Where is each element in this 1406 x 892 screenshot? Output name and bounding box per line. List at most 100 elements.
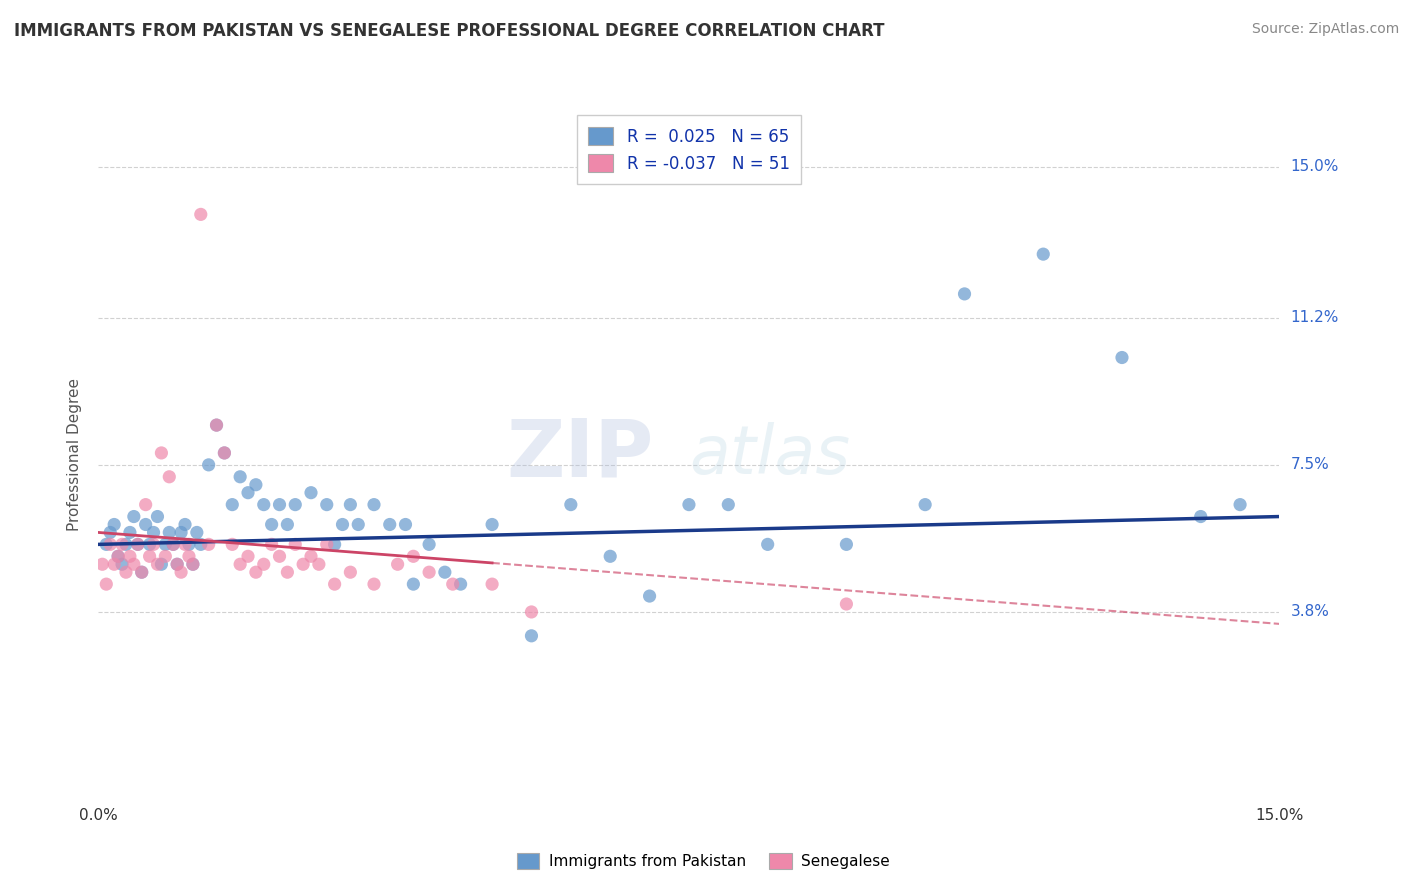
Text: Source: ZipAtlas.com: Source: ZipAtlas.com	[1251, 22, 1399, 37]
Point	[253, 498, 276, 512]
Point	[481, 577, 503, 591]
Point	[170, 565, 193, 579]
Point	[717, 498, 740, 512]
Point	[402, 577, 425, 591]
Point	[127, 537, 149, 551]
Point	[418, 537, 440, 551]
Point	[253, 558, 276, 572]
Point	[177, 537, 200, 551]
Text: 15.0%: 15.0%	[1291, 159, 1339, 174]
Point	[418, 565, 440, 579]
Point	[269, 498, 291, 512]
Point	[107, 549, 129, 564]
Point	[387, 558, 409, 572]
Point	[315, 537, 337, 551]
Point	[205, 418, 228, 433]
Point	[520, 629, 543, 643]
Point	[450, 577, 472, 591]
Point	[131, 565, 153, 579]
Point	[245, 565, 267, 579]
Point	[190, 207, 212, 221]
Point	[339, 565, 361, 579]
Point	[118, 549, 141, 564]
Point	[162, 537, 184, 551]
Point	[205, 418, 228, 433]
Point	[560, 498, 582, 512]
Point	[146, 558, 169, 572]
Point	[177, 549, 200, 564]
Point	[638, 589, 661, 603]
Point	[96, 577, 118, 591]
Point	[221, 537, 243, 551]
Point	[402, 549, 425, 564]
Point	[221, 498, 243, 512]
Text: 3.8%: 3.8%	[1291, 605, 1330, 619]
Point	[103, 517, 125, 532]
Point	[174, 517, 197, 532]
Point	[332, 517, 354, 532]
Point	[197, 537, 219, 551]
Point	[347, 517, 370, 532]
Point	[269, 549, 291, 564]
Text: 11.2%: 11.2%	[1291, 310, 1339, 326]
Point	[122, 558, 145, 572]
Point	[1229, 498, 1251, 512]
Point	[599, 549, 621, 564]
Point	[308, 558, 330, 572]
Text: atlas: atlas	[689, 422, 851, 488]
Point	[138, 537, 160, 551]
Point	[98, 525, 121, 540]
Legend: R =  0.025   N = 65, R = -0.037   N = 51: R = 0.025 N = 65, R = -0.037 N = 51	[576, 115, 801, 185]
Point	[363, 498, 385, 512]
Text: ZIP: ZIP	[506, 416, 654, 494]
Point	[155, 549, 177, 564]
Point	[339, 498, 361, 512]
Point	[96, 537, 118, 551]
Point	[157, 470, 180, 484]
Point	[170, 525, 193, 540]
Point	[157, 525, 180, 540]
Point	[229, 558, 252, 572]
Point	[323, 537, 346, 551]
Point	[91, 558, 114, 572]
Point	[190, 537, 212, 551]
Point	[118, 525, 141, 540]
Point	[394, 517, 416, 532]
Point	[186, 525, 208, 540]
Point	[115, 537, 138, 551]
Y-axis label: Professional Degree: Professional Degree	[67, 378, 83, 532]
Point	[181, 558, 204, 572]
Point	[481, 517, 503, 532]
Point	[1111, 351, 1133, 365]
Point	[181, 558, 204, 572]
Text: 7.5%: 7.5%	[1291, 458, 1329, 473]
Point	[142, 525, 165, 540]
Point	[284, 537, 307, 551]
Legend: Immigrants from Pakistan, Senegalese: Immigrants from Pakistan, Senegalese	[510, 847, 896, 875]
Point	[236, 485, 259, 500]
Point	[150, 558, 173, 572]
Point	[162, 537, 184, 551]
Point	[214, 446, 236, 460]
Point	[115, 565, 138, 579]
Point	[166, 558, 188, 572]
Point	[433, 565, 456, 579]
Point	[520, 605, 543, 619]
Point	[299, 485, 322, 500]
Point	[363, 577, 385, 591]
Point	[166, 558, 188, 572]
Point	[260, 517, 283, 532]
Point	[111, 537, 134, 551]
Point	[276, 517, 298, 532]
Point	[678, 498, 700, 512]
Text: IMMIGRANTS FROM PAKISTAN VS SENEGALESE PROFESSIONAL DEGREE CORRELATION CHART: IMMIGRANTS FROM PAKISTAN VS SENEGALESE P…	[14, 22, 884, 40]
Point	[953, 286, 976, 301]
Point	[214, 446, 236, 460]
Point	[315, 498, 337, 512]
Point	[441, 577, 464, 591]
Point	[103, 558, 125, 572]
Point	[150, 446, 173, 460]
Point	[107, 549, 129, 564]
Point	[323, 577, 346, 591]
Point	[236, 549, 259, 564]
